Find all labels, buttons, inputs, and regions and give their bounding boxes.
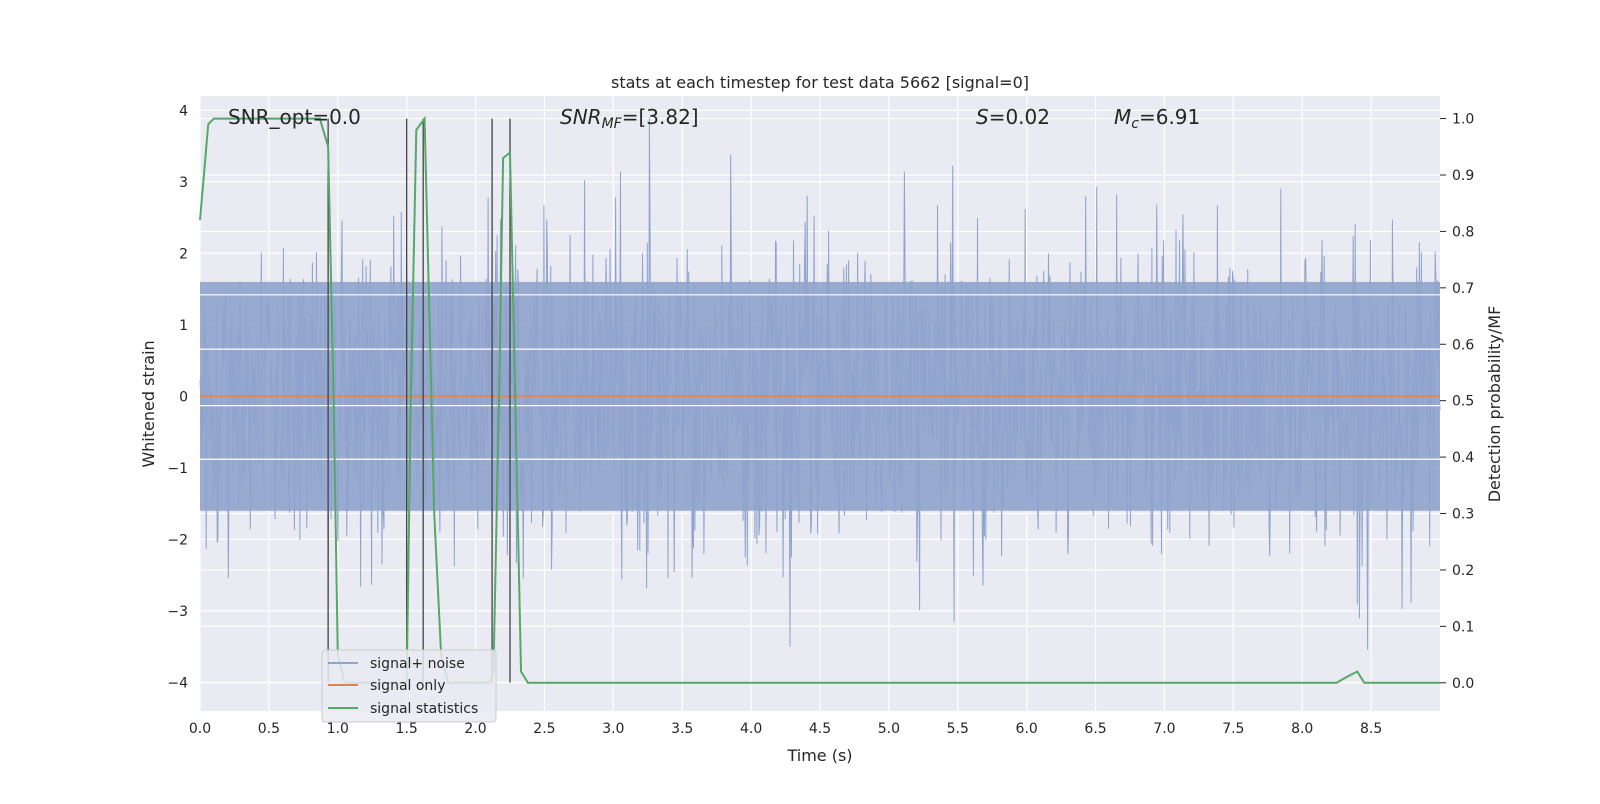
- y-right-tick-label: 0.1: [1452, 619, 1474, 635]
- mc-subscript: c: [1131, 116, 1139, 132]
- y-right-tick-label: 0.7: [1452, 281, 1474, 297]
- vertical-markers: [327, 118, 511, 683]
- mc-main: M: [1114, 105, 1131, 129]
- y-tick-label: 3: [179, 175, 188, 191]
- legend-label-statistics: signal statistics: [370, 701, 478, 717]
- legend-label-noise: signal+ noise: [370, 656, 465, 672]
- x-tick-label: 6.0: [1016, 721, 1038, 737]
- legend-box: [321, 649, 497, 723]
- x-tick-label: 1.0: [327, 721, 349, 737]
- legend: signal+ noise signal only signal statist…: [321, 649, 497, 723]
- x-tick-label: 7.0: [1153, 721, 1175, 737]
- y-right-tick-label: 1.0: [1452, 112, 1474, 128]
- snr-mf-subscript: MF: [602, 116, 623, 132]
- x-tick-label: 4.5: [809, 721, 831, 737]
- x-tick-label: 4.0: [740, 721, 762, 737]
- x-tick-label: 1.5: [396, 721, 418, 737]
- y-right-tick-label: 0.0: [1452, 676, 1474, 692]
- x-tick-label: 0.0: [189, 721, 211, 737]
- y-tick-label: −2: [167, 532, 188, 548]
- x-tick-label: 6.5: [1084, 721, 1106, 737]
- y-right-tick-label: 0.8: [1452, 224, 1474, 240]
- x-tick-label: 7.5: [1222, 721, 1244, 737]
- x-tick-label: 2.5: [533, 721, 555, 737]
- s-annotation: S=0.02: [976, 105, 1050, 129]
- s-value: =0.02: [989, 105, 1050, 129]
- y-tick-labels: −4 −3 −2 −1 0 1 2 3 4: [167, 103, 188, 691]
- y-right-axis-label: Detection probability/MF: [1485, 306, 1504, 503]
- s-main: S: [976, 105, 989, 129]
- x-tick-label: 5.0: [878, 721, 900, 737]
- x-tick-labels: 0.0 0.5 1.0 1.5 2.0 2.5 3.0 3.5 4.0 4.5 5.0 5.5 6.0 6…: [189, 721, 1382, 737]
- x-tick-label: 8.0: [1291, 721, 1313, 737]
- legend-label-signal: signal only: [370, 678, 445, 694]
- mc-value: =6.91: [1139, 105, 1200, 129]
- chart-title: stats at each timestep for test data 566…: [611, 73, 1029, 92]
- mc-annotation: Mc=6.91: [1114, 105, 1200, 132]
- y-right-tick-label: 0.3: [1452, 507, 1474, 523]
- y-right-tick-label: 0.2: [1452, 563, 1474, 579]
- snr-mf-annotation: SNRMF=[3.82]: [560, 105, 699, 132]
- x-tick-label: 0.5: [258, 721, 280, 737]
- x-tick-label: 5.5: [947, 721, 969, 737]
- y-right-tick-label: 0.9: [1452, 168, 1474, 184]
- x-tick-label: 2.0: [464, 721, 486, 737]
- snr-opt-annotation: SNR_opt=0.0: [228, 105, 361, 129]
- y-right-tick-label: 0.4: [1452, 450, 1474, 466]
- y-right-tick-labels: 0.0 0.1 0.2 0.3 0.4 0.5 0.6 0.7 0.8 0.9 1.0: [1440, 112, 1474, 692]
- y-tick-label: −3: [167, 604, 188, 620]
- x-tick-label: 8.5: [1360, 721, 1382, 737]
- y-right-tick-label: 0.5: [1452, 394, 1474, 410]
- x-tick-label: 3.5: [671, 721, 693, 737]
- y-tick-label: −1: [167, 461, 188, 477]
- y-axis-label: Whitened strain: [139, 340, 158, 467]
- snr-mf-value: =[3.82]: [622, 105, 699, 129]
- y-right-tick-label: 0.6: [1452, 337, 1474, 353]
- y-tick-label: 1: [179, 318, 188, 334]
- snr-mf-main: SNR: [560, 105, 602, 129]
- x-tick-label: 3.0: [602, 721, 624, 737]
- y-tick-label: 2: [179, 246, 188, 262]
- x-axis-label: Time (s): [786, 746, 852, 765]
- y-tick-label: −4: [167, 675, 188, 691]
- y-tick-label: 4: [179, 103, 188, 119]
- y-tick-label: 0: [179, 389, 188, 405]
